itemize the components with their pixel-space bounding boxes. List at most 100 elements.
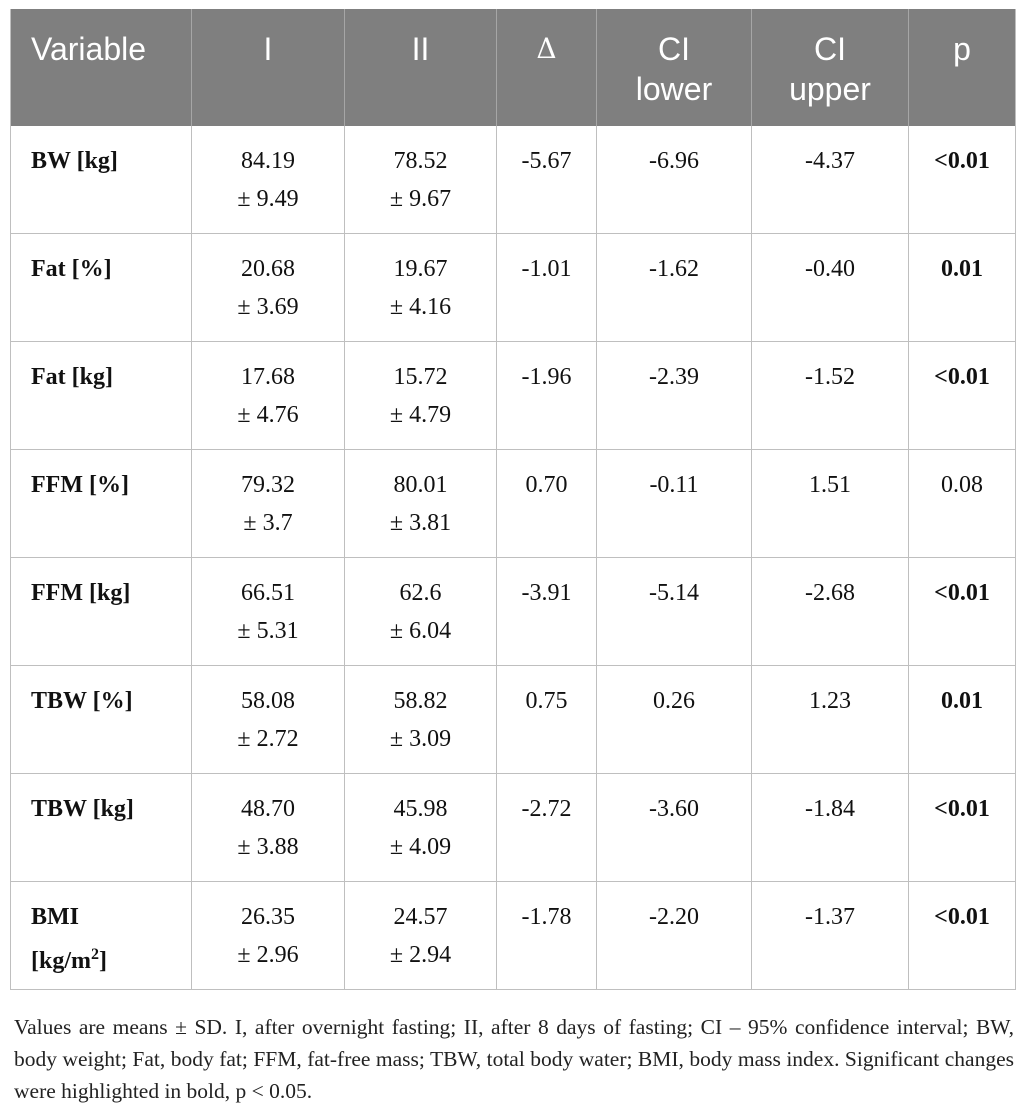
cell-i-mean: 17.68 [241, 363, 295, 390]
variable-label: BW [kg] [31, 147, 118, 174]
cell-i-mean: 58.08 [241, 687, 295, 714]
variable-unit-text: [kg/m [31, 947, 91, 974]
variable-unit-close: ] [99, 947, 107, 974]
variable-unit: [kg/m2] [31, 936, 185, 980]
cell-i-mean: 20.68 [241, 255, 295, 282]
table-footnote: Values are means ± SD. I, after overnigh… [14, 1015, 1014, 1103]
cell-delta: -5.67 [496, 124, 597, 234]
cell-p: <0.01 [908, 340, 1016, 450]
cell-ii-sd: ± 4.79 [389, 401, 452, 428]
cell-variable: FFM [%] [10, 448, 192, 558]
cell-i-sd: ± 2.72 [237, 725, 299, 752]
cell-ii: 62.6 ± 6.04 [344, 556, 497, 666]
cell-ii-mean: 62.6 [399, 579, 442, 606]
table-row: TBW [%] 58.08 ± 2.72 58.82 ± 3.09 0.75 0.26 1.2… [10, 664, 1016, 774]
header-i: I [191, 9, 345, 125]
cell-ci-lower: -2.39 [596, 340, 752, 450]
cell-ii-sd: ± 9.67 [389, 185, 452, 212]
table-row: FFM [kg] 66.51 ± 5.31 62.6 ± 6.04 -3.91 -5.14-… [10, 556, 1016, 666]
table-row: TBW [kg] 48.70 ± 3.88 45.98 ± 4.09 -2.72 -3.60… [10, 772, 1016, 882]
cell-ii-mean: 58.82 [393, 687, 448, 714]
cell-ii: 78.52 ± 9.67 [344, 124, 497, 234]
table-row: BW [kg] 84.19 ± 9.49 78.52 ± 9.67 -5.67 -6.96-… [10, 124, 1016, 234]
cell-ii-mean: 19.67 [393, 255, 448, 282]
header-ci-lower-line1: CI [658, 31, 690, 67]
cell-variable: BW [kg] [10, 124, 192, 234]
cell-ci-upper: -1.52 [751, 340, 909, 450]
cell-p: 0.01 [908, 664, 1016, 774]
results-table: Variable I II Δ CI lower CI upper p BW [… [10, 9, 1016, 990]
cell-variable: Fat [kg] [10, 340, 192, 450]
header-ci-upper: CI upper [751, 9, 909, 125]
cell-p: <0.01 [908, 124, 1016, 234]
cell-ci-lower: -1.62 [596, 232, 752, 342]
cell-ci-upper: -1.84 [751, 772, 909, 882]
cell-p: <0.01 [908, 772, 1016, 882]
table-row: Fat [kg] 17.68 ± 4.76 15.72 ± 4.79 -1.96 -2.39… [10, 340, 1016, 450]
cell-ci-upper: 1.51 [751, 448, 909, 558]
cell-ii: 24.57 ± 2.94 [344, 880, 497, 990]
cell-ii-mean: 78.52 [393, 147, 448, 174]
variable-label: Fat [kg] [31, 363, 113, 390]
cell-i: 58.08 ± 2.72 [191, 664, 345, 774]
cell-ii: 58.82 ± 3.09 [344, 664, 497, 774]
header-ci-upper-line2: upper [789, 71, 871, 107]
cell-i: 84.19 ± 9.49 [191, 124, 345, 234]
cell-delta: -1.96 [496, 340, 597, 450]
cell-ci-lower: 0.26 [596, 664, 752, 774]
cell-i-mean: 66.51 [241, 579, 295, 606]
cell-ii: 80.01 ± 3.81 [344, 448, 497, 558]
cell-i-sd: ± 5.31 [237, 617, 299, 644]
cell-i-sd: ± 3.7 [243, 509, 293, 536]
cell-ii-sd: ± 4.16 [389, 293, 452, 320]
cell-i-sd: ± 2.96 [237, 941, 299, 968]
variable-unit-exponent: 2 [91, 945, 99, 963]
cell-ii-sd: ± 6.04 [389, 617, 452, 644]
cell-ii-sd: ± 3.81 [389, 509, 452, 536]
cell-ii: 45.98 ± 4.09 [344, 772, 497, 882]
cell-i: 20.68 ± 3.69 [191, 232, 345, 342]
cell-variable: FFM [kg] [10, 556, 192, 666]
cell-p: <0.01 [908, 880, 1016, 990]
header-ci-lower-line2: lower [635, 71, 713, 107]
cell-ci-upper: -1.37 [751, 880, 909, 990]
cell-i-sd: ± 3.69 [237, 293, 299, 320]
cell-ii: 19.67 ± 4.16 [344, 232, 497, 342]
cell-ci-lower: -5.14 [596, 556, 752, 666]
cell-i: 79.32 ± 3.7 [191, 448, 345, 558]
header-delta: Δ [496, 9, 597, 125]
cell-delta: -1.78 [496, 880, 597, 990]
cell-ii-sd: ± 3.09 [389, 725, 452, 752]
cell-i: 48.70 ± 3.88 [191, 772, 345, 882]
cell-ii-mean: 45.98 [393, 795, 448, 822]
variable-label: TBW [kg] [31, 795, 134, 822]
cell-variable: TBW [%] [10, 664, 192, 774]
cell-i: 66.51 ± 5.31 [191, 556, 345, 666]
variable-label: FFM [kg] [31, 579, 131, 606]
cell-ii-mean: 24.57 [393, 903, 448, 930]
cell-ci-upper: -0.40 [751, 232, 909, 342]
cell-ii-mean: 80.01 [393, 471, 448, 498]
cell-i-sd: ± 9.49 [237, 185, 299, 212]
cell-variable: BMI [kg/m2] [10, 880, 192, 990]
header-ci-upper-line1: CI [814, 31, 846, 67]
cell-i: 17.68 ± 4.76 [191, 340, 345, 450]
cell-delta: -3.91 [496, 556, 597, 666]
cell-variable: Fat [%] [10, 232, 192, 342]
cell-ci-lower: -2.20 [596, 880, 752, 990]
table-row: Fat [%] 20.68 ± 3.69 19.67 ± 4.16 -1.01 -1.62-… [10, 232, 1016, 342]
cell-ii-sd: ± 4.09 [389, 833, 452, 860]
variable-label: FFM [%] [31, 471, 129, 498]
cell-ci-lower: -0.11 [596, 448, 752, 558]
cell-ci-upper: -4.37 [751, 124, 909, 234]
cell-i-mean: 84.19 [241, 147, 295, 174]
cell-i-mean: 79.32 [241, 471, 295, 498]
header-row: Variable I II Δ CI lower CI upper p [10, 9, 1016, 125]
cell-ci-upper: -2.68 [751, 556, 909, 666]
variable-label: Fat [%] [31, 255, 112, 282]
cell-ci-upper: 1.23 [751, 664, 909, 774]
table-row: BMI [kg/m2] 26.35 ± 2.96 24.57 ± 2.94 -1.78 -2.… [10, 880, 1016, 990]
table-row: FFM [%] 79.32 ± 3.7 80.01 ± 3.81 0.70 -0.11 1.5… [10, 448, 1016, 558]
variable-label: BMI [31, 903, 79, 930]
header-ii: II [344, 9, 497, 125]
